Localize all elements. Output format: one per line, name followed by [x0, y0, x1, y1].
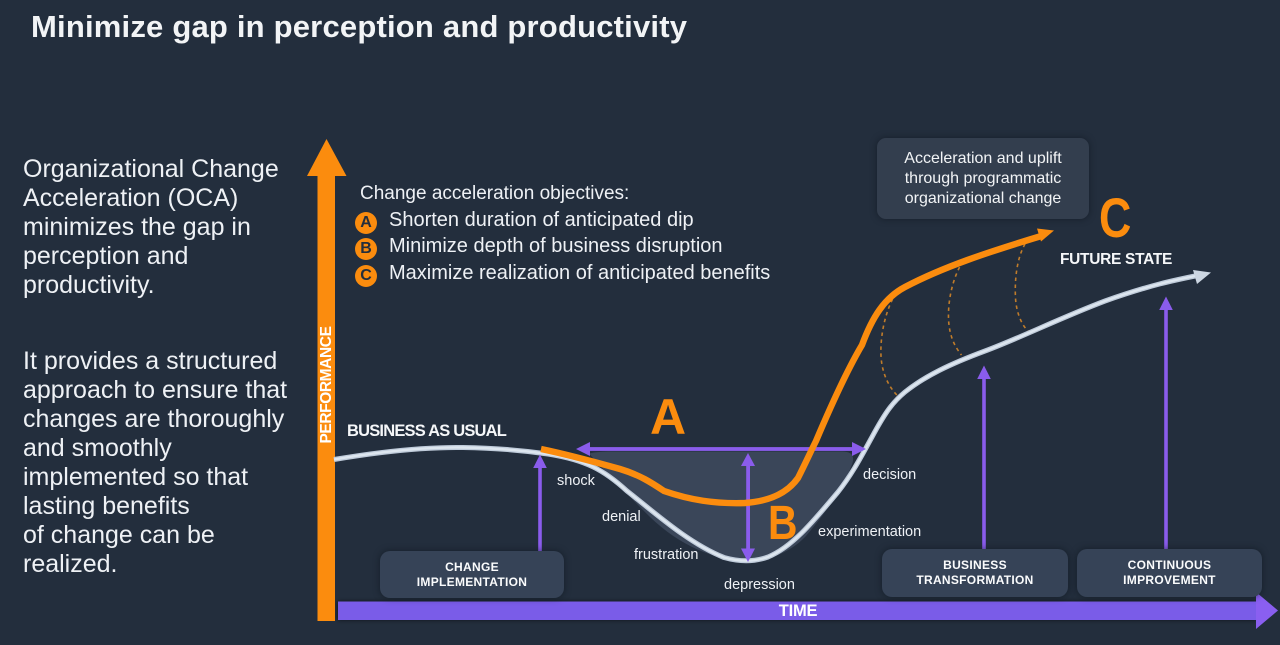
- svg-text:TIME: TIME: [779, 602, 818, 620]
- svg-text:PERFORMANCE: PERFORMANCE: [318, 326, 335, 443]
